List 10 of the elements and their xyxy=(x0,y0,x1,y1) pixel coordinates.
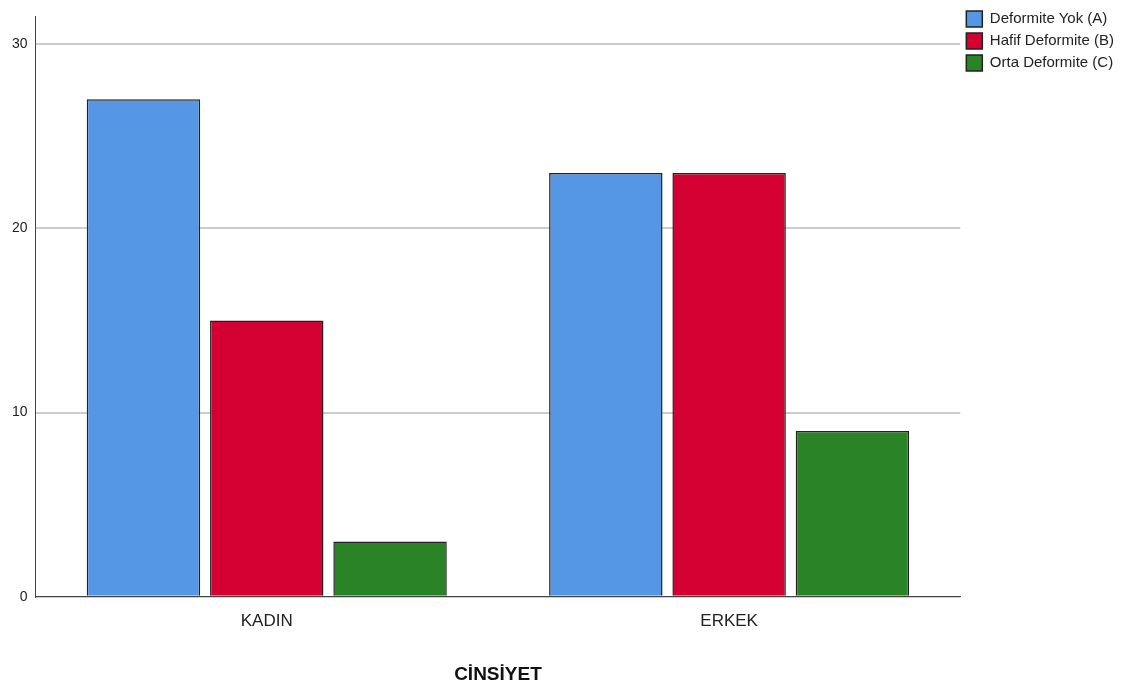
y-tick-label: 30 xyxy=(11,34,28,51)
x-tick-label: ERKEK xyxy=(700,610,759,630)
y-tick-label: 0 xyxy=(19,587,28,604)
y-tick-label: 10 xyxy=(11,403,28,420)
legend-label: Hafif Deformite (B) xyxy=(989,31,1115,49)
x-tick-label: KADIN xyxy=(240,610,293,630)
y-tick-label: 20 xyxy=(11,219,28,236)
x-axis-title: CİNSİYET xyxy=(454,662,543,684)
legend-label: Orta Deformite (C) xyxy=(989,53,1114,71)
legend-label: Deformite Yok (A) xyxy=(989,9,1108,27)
